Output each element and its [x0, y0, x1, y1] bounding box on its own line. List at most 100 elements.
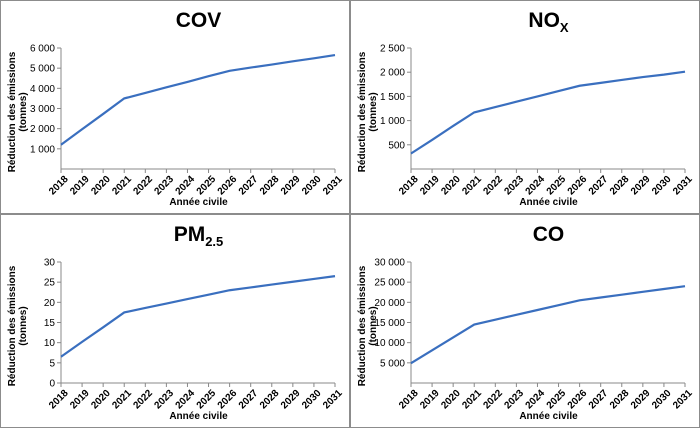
y-tick-label: 10 [44, 338, 56, 349]
chart-title-text: PM [173, 223, 206, 246]
x-tick-label: 2027 [587, 174, 611, 198]
x-tick-label: 2028 [258, 174, 282, 198]
y-tick-label: 5 000 [30, 64, 55, 75]
x-tick-label: 2031 [671, 174, 695, 198]
x-tick-label: 2030 [650, 174, 674, 198]
x-tick-label: 2023 [503, 388, 527, 412]
y-axis-label: Réduction des émissions (tonnes) [7, 51, 29, 173]
x-tick-label: 2020 [439, 388, 463, 412]
chart-title-subscript: 2.5 [205, 234, 224, 250]
x-tick-label: 2025 [195, 174, 219, 198]
y-tick-label: 15 000 [374, 318, 405, 329]
x-tick-label: 2018 [47, 174, 71, 198]
y-tick-label: 15 [44, 318, 56, 329]
x-tick-label: 2019 [68, 174, 92, 198]
chart-title: NOX [411, 9, 686, 35]
series-line [60, 53, 336, 146]
x-tick-label: 2018 [47, 388, 71, 412]
x-tick-label: 2029 [629, 174, 653, 198]
chart-panel-pm25: 0 5 10 15 20 25 30 2018 2019 2020 2021 2022 2023 2024… [0, 214, 350, 428]
x-tick-label: 2030 [300, 388, 324, 412]
x-tick-label: 2027 [237, 174, 261, 198]
x-tick-label: 2026 [566, 388, 590, 412]
chart-panel-cov: 1 000 2 000 3 000 4 000 5 000 6 000 2018 2019 20… [0, 0, 350, 214]
x-tick-label: 2023 [153, 388, 177, 412]
x-tick-label: 2020 [439, 174, 463, 198]
chart-svg: 0510152025302018201920202021202220232024… [44, 258, 345, 412]
x-axis-label: Année civile [169, 411, 228, 422]
y-tick-label: 0 [49, 379, 55, 390]
x-tick-label: 2028 [608, 388, 632, 412]
x-tick-label: 2022 [481, 174, 505, 198]
chart-title-text: NO [528, 9, 560, 32]
chart-title: COV [61, 9, 336, 33]
x-tick-label: 2031 [321, 388, 345, 412]
x-tick-label: 2018 [397, 174, 421, 198]
series-line [60, 275, 336, 358]
y-tick-label: 3 000 [30, 104, 55, 115]
x-tick-label: 2026 [566, 174, 590, 198]
x-tick-label: 2024 [174, 174, 198, 198]
x-tick-label: 2025 [545, 388, 569, 412]
x-tick-label: 2019 [418, 174, 442, 198]
x-tick-label: 2029 [629, 388, 653, 412]
x-tick-label: 2019 [68, 388, 92, 412]
y-tick-label: 1 000 [30, 144, 55, 155]
y-tick-label: 25 [44, 278, 56, 289]
x-tick-label: 2027 [237, 388, 261, 412]
y-tick-label: 2 500 [380, 44, 405, 55]
chart-title: PM2.5 [61, 223, 336, 249]
x-tick-label: 2026 [216, 388, 240, 412]
x-axis-label: Année civile [519, 411, 578, 422]
x-tick-label: 2021 [110, 388, 134, 412]
x-tick-label: 2025 [545, 174, 569, 198]
chart-title-subscript: X [559, 20, 569, 36]
y-tick-label: 30 000 [374, 258, 405, 269]
x-tick-label: 2027 [587, 388, 611, 412]
y-axis-label: Réduction des émissions (tonnes) [357, 51, 379, 173]
x-tick-label: 2031 [671, 388, 695, 412]
x-tick-label: 2018 [397, 388, 421, 412]
y-tick-label: 10 000 [374, 338, 405, 349]
x-tick-label: 2025 [195, 388, 219, 412]
x-tick-label: 2021 [110, 174, 134, 198]
chart-svg: 5 000 10 000 15 000 20 000 25 000 30 000 2018 2… [374, 258, 695, 412]
x-tick-label: 2020 [89, 174, 113, 198]
y-tick-label: 20 000 [374, 298, 405, 309]
x-tick-label: 2022 [131, 174, 155, 198]
y-tick-label: 25 000 [374, 278, 405, 289]
x-tick-label: 2021 [460, 174, 484, 198]
x-axis-label: Année civile [519, 197, 578, 208]
x-tick-label: 2028 [608, 174, 632, 198]
y-tick-label: 2 000 [30, 124, 55, 135]
x-tick-label: 2029 [279, 174, 303, 198]
y-tick-label: 4 000 [30, 84, 55, 95]
series-line [410, 285, 686, 365]
x-axis-label: Année civile [169, 197, 228, 208]
y-tick-label: 30 [44, 258, 56, 269]
y-tick-label: 1 000 [380, 116, 405, 127]
y-tick-label: 500 [388, 140, 405, 151]
x-tick-label: 2021 [460, 388, 484, 412]
y-axis-label: Réduction des émissions (tonnes) [357, 265, 379, 387]
x-tick-label: 2024 [524, 388, 548, 412]
x-tick-label: 2023 [153, 174, 177, 198]
y-tick-label: 20 [44, 298, 56, 309]
chart-title: CO [411, 223, 686, 247]
x-tick-label: 2030 [650, 388, 674, 412]
x-tick-label: 2031 [321, 174, 345, 198]
y-tick-label: 5 [49, 358, 55, 369]
y-tick-label: 1 500 [380, 92, 405, 103]
y-tick-label: 5 000 [380, 358, 405, 369]
x-tick-label: 2030 [300, 174, 324, 198]
chart-panel-co: 5 000 10 000 15 000 20 000 25 000 30 000 2018 2… [350, 214, 700, 428]
x-tick-label: 2026 [216, 174, 240, 198]
x-tick-label: 2023 [503, 174, 527, 198]
series-line [410, 70, 686, 155]
y-tick-label: 6 000 [30, 44, 55, 55]
x-tick-label: 2022 [481, 388, 505, 412]
x-tick-label: 2022 [131, 388, 155, 412]
